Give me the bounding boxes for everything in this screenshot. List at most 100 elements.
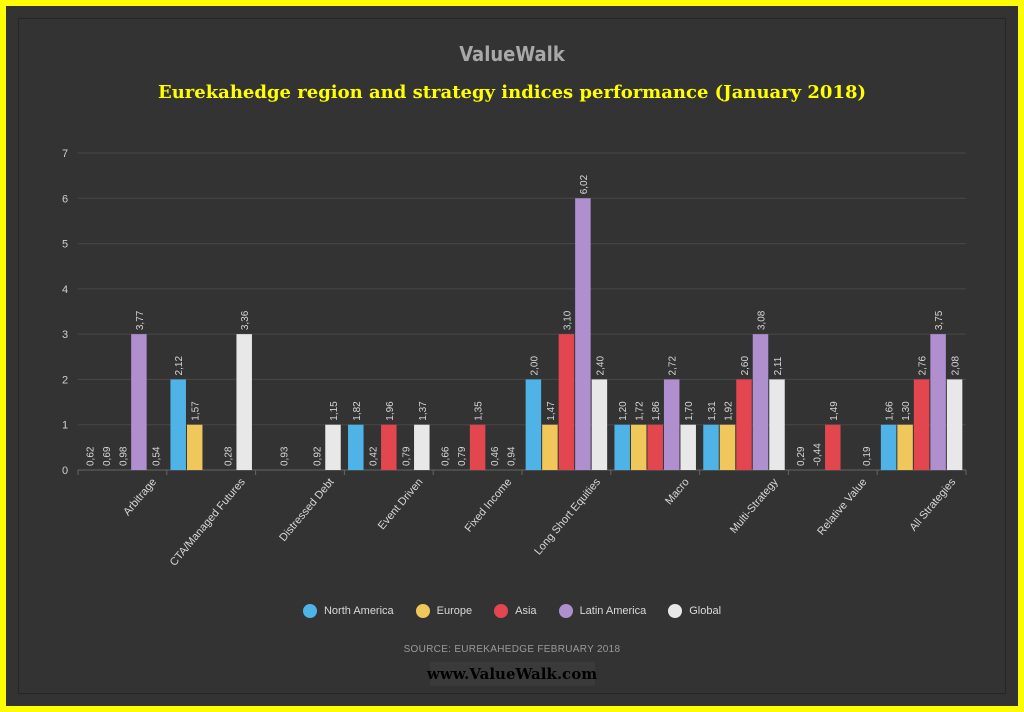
legend-swatch [558, 604, 573, 618]
bar [414, 424, 430, 470]
data-label: 1,30 [901, 401, 912, 421]
data-label: 2,00 [529, 356, 540, 376]
data-label: 0,66 [441, 446, 452, 466]
brand-name: ValueWalk [459, 42, 565, 66]
data-label: 0,19 [862, 446, 873, 466]
bar [525, 379, 542, 470]
bar [325, 424, 341, 470]
data-label: 2,60 [740, 356, 751, 376]
x-tick-label: CTA/Managed Futures [168, 476, 249, 569]
data-label: 1,37 [418, 401, 429, 421]
data-label: 3,75 [934, 310, 945, 330]
data-label: 1,47 [546, 401, 557, 421]
bar [614, 424, 630, 470]
data-label: 3,36 [240, 310, 251, 330]
data-label: 1,70 [684, 401, 695, 421]
data-label: 2,11 [773, 356, 784, 375]
legend-item[interactable]: Europe [415, 604, 473, 618]
data-label: 0,29 [796, 446, 807, 466]
bar [131, 334, 147, 470]
legend-label: Latin America [579, 605, 647, 617]
data-label: 1,66 [885, 401, 896, 421]
legend-swatch [668, 604, 683, 618]
data-label: 0,62 [85, 446, 96, 466]
data-label: 0,69 [102, 446, 113, 466]
x-tick-label: Fixed Income [463, 476, 515, 534]
legend-swatch [494, 604, 509, 618]
bar [575, 198, 591, 471]
bar [930, 334, 946, 470]
x-tick-label: Event Driven [376, 476, 426, 532]
chart-legend: North America Europe Asia Latin America Glob… [0, 604, 1024, 618]
chart-title: Eurekahedge region and strategy indices … [157, 82, 867, 103]
y-tick-label: 1 [62, 420, 68, 432]
data-label: 2,76 [918, 356, 929, 376]
data-label: 1,20 [618, 401, 629, 421]
x-tick-label: Long Short Equities [532, 476, 603, 558]
data-label: 1,15 [329, 401, 340, 421]
bar [880, 424, 897, 470]
data-label: 2,40 [595, 356, 606, 376]
data-label: 1,57 [191, 401, 202, 421]
legend-item[interactable]: Global [668, 604, 721, 618]
bar-chart: 0 1 2 3 4 5 6 7 0,62 0,69 0,98 3,77 0,54 Arbitrage 2,1… [62, 148, 967, 569]
bar [946, 379, 963, 470]
y-tick-label: 4 [62, 284, 68, 296]
bar [558, 334, 575, 470]
bar [647, 424, 663, 470]
website-link[interactable]: www.ValueWalk.com [426, 665, 598, 683]
legend-label: Global [689, 605, 722, 617]
data-label: 6,02 [579, 174, 590, 194]
legend-label: Europe [436, 605, 473, 617]
bar [469, 424, 486, 470]
legend-item[interactable]: Asia [494, 604, 537, 618]
legend-label: Asia [515, 605, 537, 617]
data-label: 3,08 [757, 310, 768, 330]
data-label: 1,49 [829, 401, 840, 421]
legend-item[interactable]: North America [302, 604, 394, 618]
x-tick-label: Multi-Strategy [728, 476, 781, 536]
data-label: 1,86 [651, 401, 662, 421]
bar [630, 424, 647, 470]
bar [663, 379, 680, 470]
data-label: 1,96 [385, 401, 396, 421]
data-label: 0,28 [224, 446, 235, 466]
bar [591, 379, 608, 470]
source-note: SOURCE: EUREKAHEDGE FEBRUARY 2018 [403, 644, 621, 655]
data-label: 1,82 [352, 401, 363, 421]
data-label: 0,92 [313, 446, 324, 466]
data-label: 0,94 [507, 446, 518, 466]
data-label: 2,12 [174, 356, 185, 376]
data-label: 2,72 [668, 356, 679, 376]
data-label: 2,08 [951, 356, 962, 376]
data-label: 3,77 [135, 310, 146, 330]
data-label: 3,10 [562, 310, 573, 330]
data-label: 1,72 [635, 401, 646, 421]
data-label: -0,44 [812, 443, 823, 466]
data-label: 0,98 [118, 446, 129, 466]
bar [186, 424, 203, 470]
data-label: 0,79 [457, 446, 468, 466]
y-tick-label: 3 [62, 329, 68, 341]
bar [703, 424, 719, 470]
data-label: 1,31 [707, 401, 718, 421]
bar [719, 424, 736, 470]
bar [825, 424, 841, 470]
x-tick-label: All Strategies [907, 476, 958, 534]
y-tick-label: 2 [62, 374, 68, 386]
bar [736, 379, 752, 470]
data-label: 0,42 [368, 446, 379, 466]
data-label: 0,54 [151, 446, 162, 466]
legend-swatch [302, 604, 317, 618]
x-tick-label: Relative Value [815, 476, 869, 537]
data-label: 0,46 [490, 446, 501, 466]
legend-item[interactable]: Latin America [558, 604, 647, 618]
legend-label: North America [323, 605, 394, 617]
bar [769, 379, 785, 470]
x-tick-label: Arbitrage [121, 476, 159, 518]
y-tick-label: 5 [62, 239, 68, 251]
y-tick-label: 0 [62, 465, 68, 477]
bar [680, 424, 696, 470]
bar [913, 379, 930, 470]
bar [897, 424, 913, 470]
